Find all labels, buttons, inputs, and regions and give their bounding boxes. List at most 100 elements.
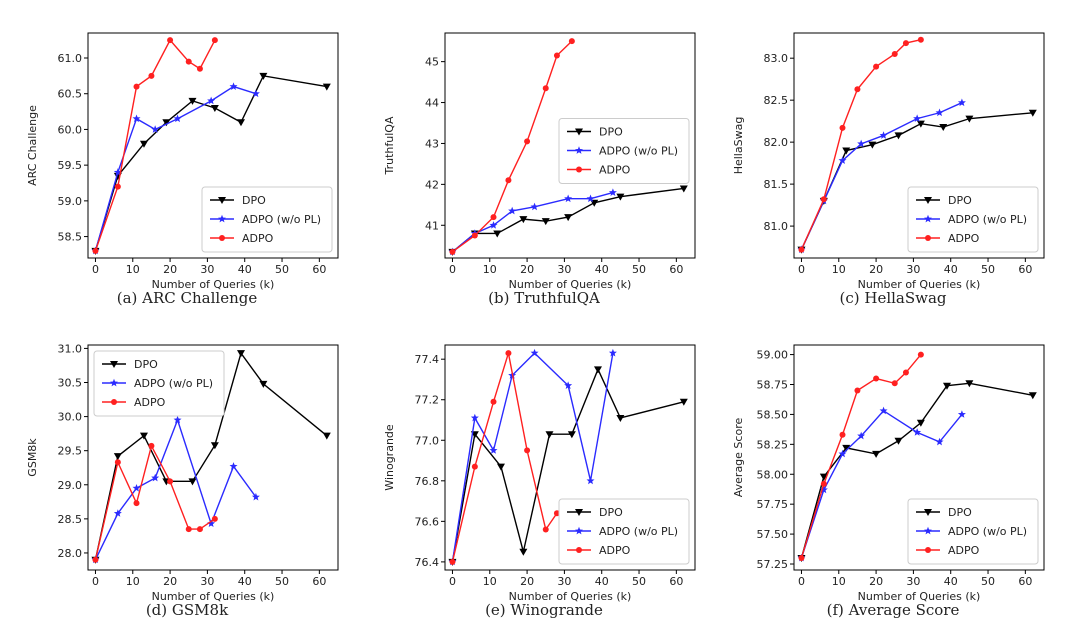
x-axis-label: Number of Queries (k) [152,278,275,291]
x-tick-label: 60 [669,263,683,276]
chart-caption: (d) GSM8k [145,601,229,619]
legend-entry: ADPO [948,232,980,245]
data-point [519,548,528,556]
data-point [236,350,245,358]
y-tick-label: 58.5 [58,231,83,244]
x-tick-label: 0 [798,575,805,588]
y-tick-label: 30.0 [58,411,83,424]
legend-entry: DPO [948,194,972,207]
data-point [449,248,456,255]
data-point [842,147,851,155]
legend-entry: ADPO (w/o PL) [948,213,1027,226]
legend-entry: ADPO [599,544,631,557]
y-tick-label: 58.50 [757,408,789,421]
x-tick-label: 0 [798,263,805,276]
y-tick-label: 59.0 [58,195,83,208]
data-point [567,431,576,439]
data-point [957,98,966,107]
legend-marker [110,361,118,368]
legend-box [558,498,690,565]
legend: DPO ADPO (w/o PL) ADPO [201,186,333,253]
data-point [564,381,573,389]
x-tick-label: 0 [92,263,99,276]
legend: DPO ADPO (w/o PL) ADPO [558,118,690,184]
data-point [798,555,805,562]
x-tick-label: 30 [557,575,571,588]
data-point [188,478,197,486]
x-tick-label: 40 [595,263,609,276]
series-3 [798,351,924,562]
data-point [92,247,99,254]
data-point [524,138,531,145]
data-point [211,515,218,522]
data-point [207,96,216,105]
data-point [471,232,478,239]
data-point [679,185,688,193]
series-line [94,85,257,252]
y-axis-label: ARC Challenge [26,105,39,186]
legend-entry: ADPO (w/o PL) [599,145,678,158]
data-point [188,97,197,105]
data-point [524,447,531,454]
data-point [838,449,847,458]
y-tick-label: 59.5 [58,159,83,172]
data-point [259,380,268,388]
x-tick-label: 0 [449,263,456,276]
data-point [545,431,554,439]
legend-marker [925,547,931,553]
data-point [542,526,549,533]
data-point [173,114,182,123]
y-tick-label: 82.5 [764,94,789,107]
chart-svg: 0 10 20 30 40 50 60 81.0 81.5 82.0 82.5 83.0 Number … [732,32,1045,291]
data-point [449,558,456,565]
data-point [173,415,182,424]
data-point [251,492,260,501]
x-tick-label: 30 [200,575,214,588]
data-point [114,183,121,190]
chart-panel-4: 0 10 20 30 40 50 60 28.0 28.5 29.0 29.5 30.0 30.5 31.… [12,320,362,630]
legend-entry: ADPO [242,232,274,245]
x-axis-label: Number of Queries (k) [509,590,632,603]
x-tick-label: 10 [483,575,497,588]
series-line [800,102,963,250]
data-point [530,202,539,211]
data-point [894,437,903,445]
data-point [939,124,948,132]
data-point [857,139,866,148]
y-tick-label: 44 [425,97,439,110]
data-point [229,462,238,470]
y-tick-label: 41 [425,219,439,232]
series-1 [797,380,1037,563]
series-line [94,417,257,561]
x-tick-label: 40 [238,575,252,588]
data-point [820,196,827,203]
data-point [839,124,846,131]
data-point [593,366,602,374]
data-point [965,115,974,123]
data-point [251,89,260,98]
data-point [259,72,268,80]
data-point [196,526,203,533]
data-point [139,140,148,148]
legend-entry: ADPO [948,544,980,557]
data-point [935,437,944,446]
data-point [879,406,888,415]
y-tick-label: 76.4 [415,556,440,569]
x-tick-label: 20 [163,575,177,588]
data-point [493,230,502,238]
series-line [800,409,963,559]
legend-entry: ADPO (w/o PL) [599,525,678,538]
legend-box [558,118,690,184]
x-tick-label: 50 [632,263,646,276]
data-point [564,214,573,222]
y-axis-label: Winogrande [383,424,396,491]
y-tick-label: 81.0 [764,220,789,233]
y-tick-label: 61.0 [58,52,83,65]
data-point [894,132,903,140]
data-point [541,218,550,226]
data-point [916,120,925,128]
chart-svg: 0 10 20 30 40 50 60 76.4 76.6 76.8 77.0 77.2 77.4 Num… [383,344,696,603]
legend-entry: DPO [599,126,623,139]
data-point [820,480,827,487]
data-point [92,556,99,563]
